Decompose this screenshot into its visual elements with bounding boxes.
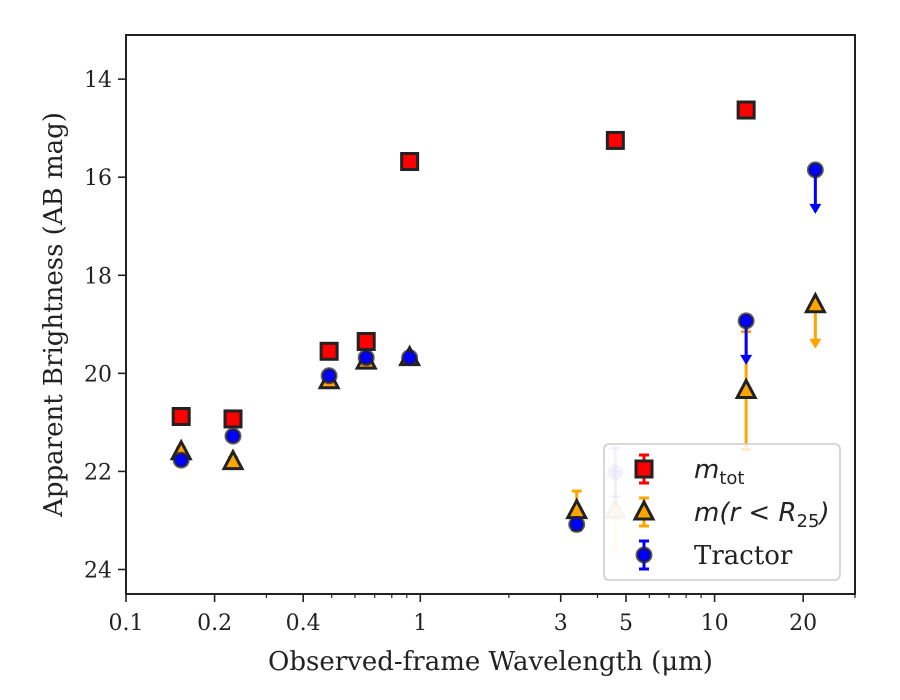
legend-label: Tractor (694, 541, 793, 571)
x-tick-label: 3 (554, 611, 568, 636)
y-tick-label: 14 (84, 68, 112, 93)
axis-ticks: 0.1 0.2 0.4 1 3 5 10 20 14 16 18 20 22 24 (84, 68, 856, 636)
upper-limit-arrowhead (809, 338, 822, 349)
legend-marker (635, 546, 653, 564)
series-square (171, 100, 756, 429)
data-point (172, 451, 190, 469)
data-point (806, 161, 824, 179)
x-axis-title: Observed-frame Wavelength (μm) (268, 647, 713, 677)
data-point (736, 100, 756, 120)
data-point (223, 409, 243, 429)
data-point (401, 349, 419, 367)
y-tick-label: 20 (84, 362, 112, 387)
x-tick-label: 0.1 (109, 611, 144, 636)
data-point (320, 367, 338, 385)
y-tick-label: 22 (84, 460, 112, 485)
upper-limit-arrowhead (740, 354, 753, 365)
x-tick-label: 5 (619, 611, 633, 636)
legend-label-subscript: 25 (797, 511, 820, 532)
data-point (319, 341, 339, 361)
y-tick-label: 16 (84, 166, 112, 191)
y-tick-label: 18 (84, 264, 112, 289)
data-point (737, 312, 755, 330)
data-point (400, 152, 420, 172)
data-point (565, 497, 589, 520)
data-point (568, 515, 586, 533)
data-point (224, 427, 242, 445)
legend-marker (634, 459, 654, 479)
legend-label-subscript: tot (719, 468, 744, 489)
y-axis-title: Apparent Brightness (AB mag) (39, 112, 69, 518)
x-tick-label: 1 (413, 611, 427, 636)
plot-frame (125, 34, 856, 595)
legend-box (603, 443, 841, 581)
data-point (171, 406, 191, 426)
data-point (221, 448, 245, 471)
x-tick-label: 10 (701, 611, 729, 636)
data-point (357, 349, 375, 367)
x-tick-label: 0.4 (286, 611, 321, 636)
data-point (734, 377, 758, 400)
upper-limit-arrowhead (809, 203, 822, 214)
legend-label-tail: ) (817, 498, 829, 528)
y-tick-label: 24 (84, 558, 112, 583)
x-tick-label: 20 (789, 611, 817, 636)
legend-marker (632, 498, 656, 521)
data-point (605, 130, 625, 150)
x-tick-label: 0.2 (197, 611, 232, 636)
data-point (803, 291, 827, 314)
data-point (356, 331, 376, 351)
